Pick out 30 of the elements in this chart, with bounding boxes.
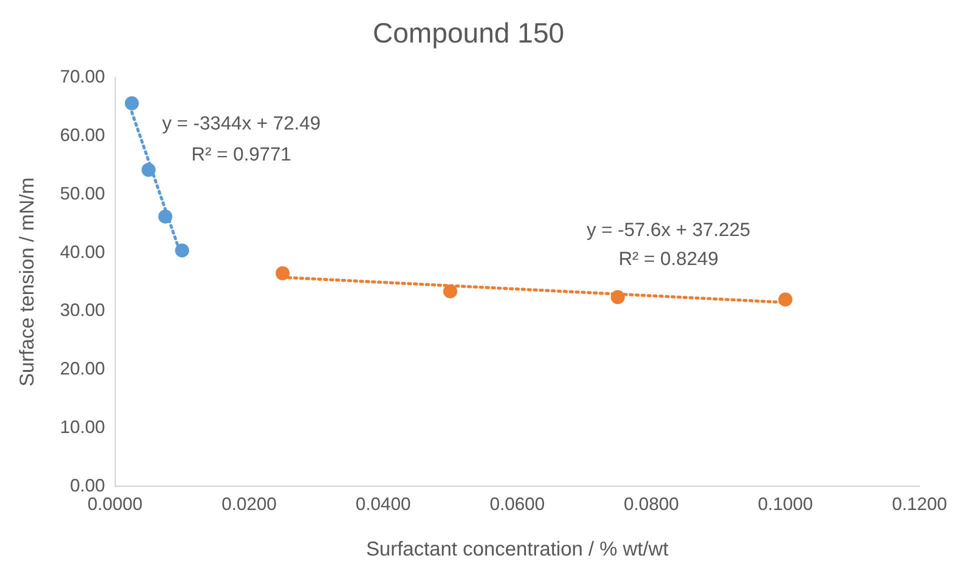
point: [158, 210, 172, 224]
x-tick-label: 0.1200: [892, 494, 948, 514]
x-tick-label: 0.0400: [356, 494, 411, 514]
point: [778, 292, 792, 307]
y-tick-label: 10.00: [60, 416, 106, 437]
annotation: y = -3344x + 72.49: [162, 113, 321, 134]
annotation: R² = 0.8249: [618, 248, 718, 270]
point: [142, 162, 156, 177]
point: [124, 96, 139, 110]
y-axis-title: Surface tension / mN/m: [16, 178, 39, 386]
annotation: y = -57.6x + 37.225: [586, 220, 750, 242]
x-tick-label: 0.1000: [758, 494, 813, 514]
y-tick-label: 70.00: [60, 66, 106, 87]
point: [276, 266, 290, 280]
x-tick-label: 0.0800: [624, 494, 679, 514]
x-tick-label: 0.0200: [222, 494, 277, 514]
y-tick-label: 50.00: [60, 183, 106, 204]
y-tick-label: 40.00: [60, 242, 106, 262]
chart-title: Compound 150: [372, 18, 564, 49]
point: [175, 243, 190, 258]
x-tick-label: 0.0000: [88, 494, 143, 514]
y-tick-label: 0.00: [70, 475, 106, 496]
y-tick-label: 30.00: [60, 300, 106, 320]
point: [443, 284, 458, 298]
x-tick-label: 0.0600: [490, 494, 545, 514]
annotation: R² = 0.9771: [191, 144, 292, 166]
y-tick-label: 60.00: [60, 124, 106, 145]
point: [610, 290, 625, 304]
y-tick-label: 20.00: [60, 358, 106, 379]
x-axis-title: Surfactant concentration / % wt/wt: [366, 538, 669, 561]
